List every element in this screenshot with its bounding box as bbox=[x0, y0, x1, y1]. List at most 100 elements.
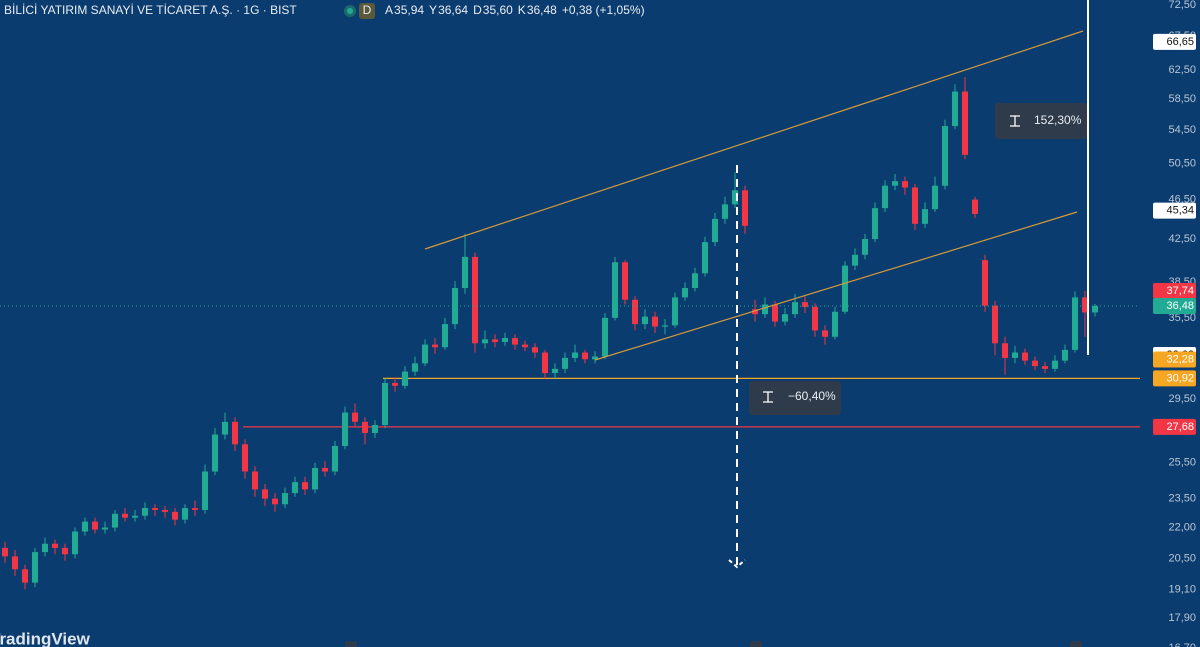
y-tick-label: 16,70 bbox=[1168, 642, 1196, 647]
candle-body bbox=[452, 288, 458, 325]
candle-body bbox=[872, 208, 878, 240]
candle-body bbox=[822, 330, 828, 337]
candle-body bbox=[282, 493, 288, 505]
price-tag-label: 32,28 bbox=[1166, 353, 1194, 365]
candle-layer bbox=[0, 77, 1140, 590]
candle-body bbox=[322, 468, 328, 472]
candle-body bbox=[32, 552, 38, 583]
candle-body bbox=[1062, 349, 1068, 361]
candle-body bbox=[252, 471, 258, 490]
watermark: TradingView bbox=[0, 629, 91, 647]
candle-body bbox=[262, 489, 268, 499]
candle-body bbox=[652, 316, 658, 327]
candle-body bbox=[612, 262, 618, 318]
candle-body bbox=[332, 445, 338, 472]
candle-body bbox=[852, 254, 858, 266]
candle-body bbox=[782, 314, 788, 322]
candle-body bbox=[202, 471, 208, 510]
y-tick-label: 20,50 bbox=[1168, 552, 1196, 564]
price-tag-label: 30,92 bbox=[1166, 372, 1194, 384]
legend-key: Y bbox=[429, 3, 437, 17]
candle-body bbox=[962, 91, 968, 155]
candle-body bbox=[632, 299, 638, 325]
candle-body bbox=[92, 521, 98, 530]
legend-value: 36,48 bbox=[527, 3, 557, 17]
candle-body bbox=[382, 382, 388, 426]
candle-body bbox=[972, 199, 978, 214]
candle-body bbox=[102, 527, 108, 530]
candle-body bbox=[842, 265, 848, 312]
level-layer bbox=[243, 377, 1140, 428]
candle-body bbox=[582, 352, 588, 360]
candle-body bbox=[122, 513, 128, 518]
time-marker bbox=[1070, 641, 1082, 647]
candle-body bbox=[712, 218, 718, 243]
candle-body bbox=[592, 356, 598, 360]
price-axis bbox=[1140, 0, 1200, 647]
legend-key: K bbox=[518, 3, 526, 17]
y-tick-label: 46,50 bbox=[1168, 194, 1196, 206]
candle-body bbox=[182, 508, 188, 520]
candle-body bbox=[552, 368, 558, 374]
y-tick-label: 50,50 bbox=[1168, 157, 1196, 169]
y-tick-label: 23,50 bbox=[1168, 493, 1196, 505]
axis-layer: 72,5067,5062,5058,5054,5050,5046,5042,50… bbox=[1153, 0, 1196, 647]
candle-body bbox=[52, 543, 58, 548]
candle-body bbox=[892, 181, 898, 186]
price-tag bbox=[1153, 283, 1196, 300]
price-tag-label: 36,48 bbox=[1166, 300, 1194, 312]
candle-body bbox=[662, 325, 668, 327]
candle-body bbox=[1052, 360, 1058, 369]
candle-body bbox=[742, 190, 748, 226]
candle-body bbox=[242, 444, 248, 472]
candle-body bbox=[1042, 366, 1048, 369]
candle-body bbox=[1032, 360, 1038, 367]
arrow-head bbox=[728, 559, 746, 569]
candle-body bbox=[952, 91, 958, 127]
price-tag-label: 37,74 bbox=[1166, 285, 1194, 297]
candle-body bbox=[402, 371, 408, 386]
y-tick-label: 17,90 bbox=[1168, 612, 1196, 624]
channel-lower bbox=[594, 211, 1078, 361]
candle-body bbox=[752, 309, 758, 315]
candle-body bbox=[762, 304, 768, 315]
candle-body bbox=[462, 256, 468, 289]
candle-body bbox=[882, 185, 888, 209]
candle-body bbox=[492, 339, 498, 342]
candle-body bbox=[302, 482, 308, 490]
candle-body bbox=[42, 543, 48, 553]
candle-body bbox=[802, 302, 808, 307]
measure-box bbox=[995, 103, 1087, 139]
price-tag-label: 45,34 bbox=[1166, 205, 1194, 217]
y-tick-label: 19,10 bbox=[1168, 583, 1196, 595]
y-tick-label: 42,50 bbox=[1168, 233, 1196, 245]
candle-body bbox=[132, 515, 138, 518]
candle-body bbox=[522, 344, 528, 348]
price-tag bbox=[1153, 351, 1196, 368]
candle-body bbox=[722, 204, 728, 219]
candle-body bbox=[932, 185, 938, 210]
candle-body bbox=[272, 498, 278, 505]
candle-body bbox=[112, 513, 118, 528]
y-tick-label: 62,50 bbox=[1168, 64, 1196, 76]
candle-body bbox=[832, 311, 838, 337]
candle-body bbox=[82, 521, 88, 532]
candle-body bbox=[352, 412, 358, 422]
mode-badge: D bbox=[363, 3, 372, 17]
candle-body bbox=[922, 209, 928, 224]
candle-body bbox=[162, 509, 168, 512]
candle-body bbox=[152, 508, 158, 510]
legend-key: D bbox=[473, 3, 482, 17]
y-tick-label: 25,50 bbox=[1168, 457, 1196, 469]
candle-body bbox=[342, 412, 348, 446]
candle-body bbox=[412, 363, 418, 372]
candle-body bbox=[172, 511, 178, 520]
candle-body bbox=[982, 260, 988, 306]
candle-body bbox=[22, 569, 28, 583]
candle-body bbox=[222, 421, 228, 435]
legend-value: 35,60 bbox=[483, 3, 513, 17]
price-tag bbox=[1153, 33, 1196, 50]
candle-body bbox=[622, 262, 628, 300]
candle-body bbox=[672, 297, 678, 326]
price-tag bbox=[1153, 202, 1196, 219]
